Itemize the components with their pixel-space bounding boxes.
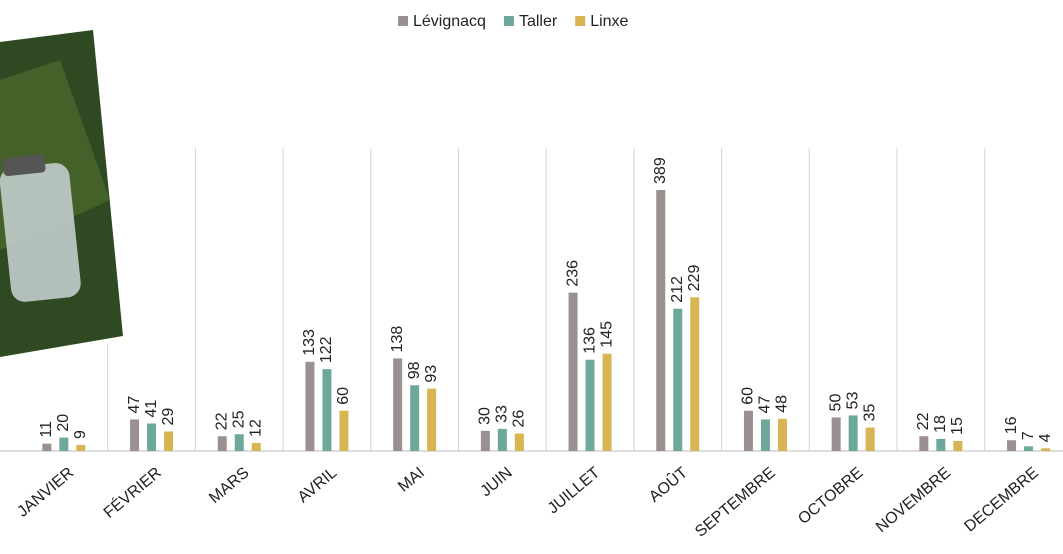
legend-swatch [504,16,514,26]
data-label: 122 [318,336,335,363]
bar [586,360,595,451]
x-tick-label: SEPTEMBRE [692,464,779,540]
x-tick-label: JUIN [477,464,515,500]
bar [515,434,524,451]
data-label: 26 [511,410,528,428]
x-tick-label: JUILLET [545,464,604,517]
bar [218,436,227,451]
data-label: 50 [827,394,844,412]
data-label: 25 [230,410,247,428]
legend-swatch [398,16,408,26]
data-label: 145 [598,321,615,348]
bar [866,428,875,451]
x-tick-label: MARS [206,464,252,507]
data-label: 133 [301,329,318,356]
data-label: 98 [406,361,423,379]
photo [0,25,128,362]
bar [603,354,612,451]
bar [59,438,68,451]
chart: Lévignacq Taller Linxe JANVIER 11209 FÉVRIER… [0,0,1063,554]
data-label: 53 [844,392,861,410]
bar [305,362,314,451]
data-label: 15 [949,417,966,435]
bar [569,293,578,451]
x-tick-label: NOVEMBRE [873,464,954,536]
data-label: 7 [1020,431,1037,440]
bar [147,423,156,451]
bar [339,411,348,451]
data-label: 48 [774,395,791,413]
page: Lévignacq Taller Linxe JANVIER 11209 FÉVRIER… [0,0,1063,554]
photo-bottle [0,162,82,304]
x-tick-label: AOÛT [645,463,691,506]
data-label: 29 [160,408,177,426]
bar [690,297,699,451]
x-tick-label: FÉVRIER [99,463,164,522]
data-label: 30 [477,407,494,425]
x-tick-label: AVRIL [295,464,341,506]
bar [42,444,51,451]
data-label: 16 [1003,416,1020,434]
data-label: 138 [389,326,406,353]
data-label: 389 [652,157,669,184]
legend-swatch [575,16,585,26]
data-label: 229 [686,265,703,292]
bar [252,443,261,451]
bar [953,441,962,451]
bar [410,385,419,451]
data-label: 236 [564,260,581,287]
data-label: 212 [669,276,686,303]
x-tick-label: MAI [395,464,428,495]
bar [427,389,436,451]
data-label: 12 [247,419,264,437]
bar [744,411,753,451]
legend-label: Linxe [590,13,628,30]
legend-label: Taller [519,13,558,30]
bar [919,436,928,451]
bar [761,419,770,451]
bar [1007,440,1016,451]
data-label: 47 [126,396,143,414]
bar [322,369,331,451]
data-label: 4 [1037,433,1054,442]
data-label: 20 [55,414,72,432]
data-label: 9 [72,430,89,439]
bar [130,419,139,451]
data-label: 22 [213,412,230,430]
bar [481,431,490,451]
bar [393,358,402,451]
bar [1041,448,1050,451]
x-tick-label: OCTOBRE [795,464,866,528]
bar [235,434,244,451]
bar [832,417,841,451]
bar [656,190,665,451]
bar [1024,446,1033,451]
bar [76,445,85,451]
data-label: 60 [335,387,352,405]
data-label: 35 [861,404,878,422]
bar [936,439,945,451]
x-tick-label: JANVIER [14,464,77,520]
bar [673,309,682,451]
data-label: 18 [932,415,949,433]
bar [164,432,173,451]
data-label: 93 [423,365,440,383]
bar [778,419,787,451]
legend-label: Lévignacq [413,13,486,30]
data-label: 47 [757,396,774,414]
data-label: 33 [494,405,511,423]
x-tick-label: DECEMBRE [961,464,1041,535]
legend: Lévignacq Taller Linxe [398,13,629,30]
data-label: 136 [581,327,598,354]
data-label: 41 [143,400,160,418]
data-label: 22 [915,412,932,430]
data-label: 60 [740,387,757,405]
bar [849,415,858,451]
data-label: 11 [38,421,55,438]
bar [498,429,507,451]
